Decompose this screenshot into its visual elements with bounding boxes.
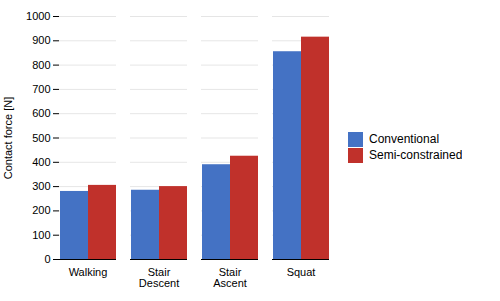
html-text:Conventional: Conventional xyxy=(369,132,440,146)
svg-text:1000: 1000 xyxy=(26,10,50,22)
svg-text:200: 200 xyxy=(32,204,50,216)
svg-text:StairAscent: StairAscent xyxy=(213,266,247,289)
svg-text:300: 300 xyxy=(32,180,50,192)
svg-text:0: 0 xyxy=(44,253,50,265)
svg-text:400: 400 xyxy=(32,156,50,168)
svg-text:Walking: Walking xyxy=(69,266,108,278)
svg-text:Contact force [N]: Contact force [N] xyxy=(2,97,14,180)
svg-text:800: 800 xyxy=(32,59,50,71)
svg-text:StairDescent: StairDescent xyxy=(139,266,179,289)
svg-text:700: 700 xyxy=(32,83,50,95)
svg-text:100: 100 xyxy=(32,229,50,241)
html-text:Semi-constrained: Semi-constrained xyxy=(369,148,463,162)
svg-text:900: 900 xyxy=(32,34,50,46)
svg-text:600: 600 xyxy=(32,107,50,119)
svg-text:500: 500 xyxy=(32,132,50,144)
svg-text:Squat: Squat xyxy=(287,266,316,278)
